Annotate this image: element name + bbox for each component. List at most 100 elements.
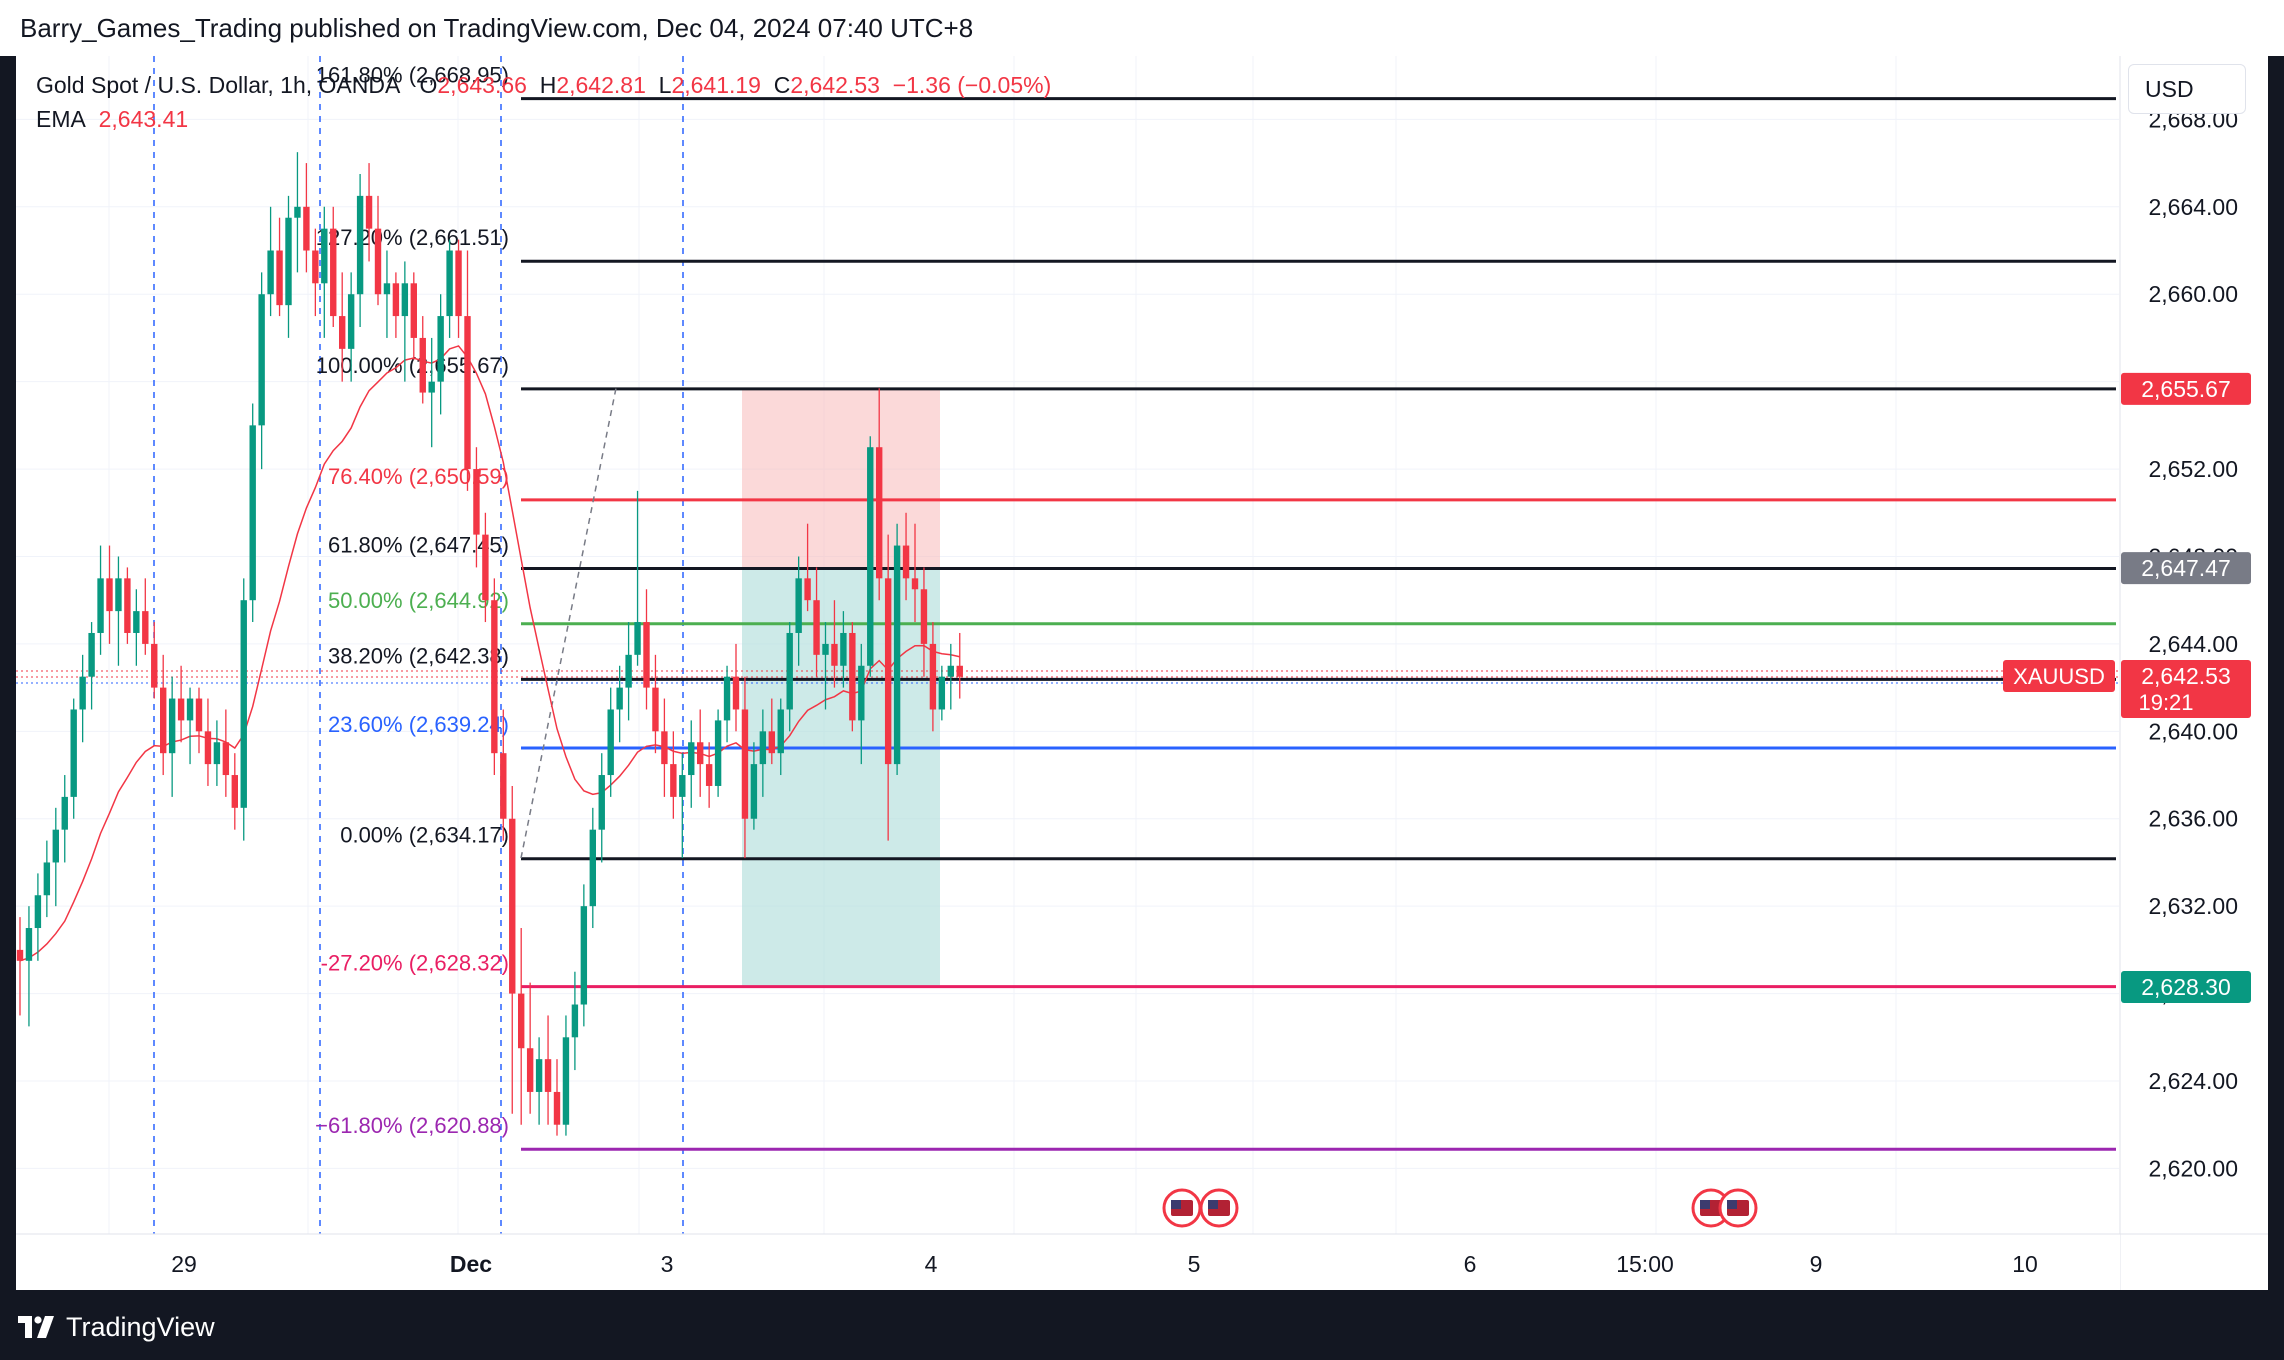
time-tick-label: Dec <box>450 1251 492 1277</box>
candle-body <box>160 687 167 754</box>
candle-body <box>285 217 292 306</box>
candle-body <box>643 622 650 688</box>
candle-body <box>70 709 77 797</box>
candle-body <box>929 643 937 710</box>
ema-legend: EMA 2,643.41 <box>36 106 188 133</box>
ema-value: 2,643.41 <box>98 106 189 132</box>
price-chart[interactable]: 161.80% (2,668.95)127.20% (2,661.51)100.… <box>16 56 2268 1290</box>
candle-body <box>867 447 874 666</box>
open-label: O <box>419 72 438 98</box>
candle-body <box>840 632 847 666</box>
candle-body <box>473 469 480 535</box>
price-tick-label: 2,660.00 <box>2148 281 2238 307</box>
candle-body <box>526 1048 534 1092</box>
candle-body <box>884 578 892 765</box>
candle-body <box>777 709 784 754</box>
candle-body <box>195 698 203 732</box>
candle-body <box>831 643 838 666</box>
candle-body <box>607 709 614 776</box>
price-tick-label: 2,644.00 <box>2148 631 2238 657</box>
candle-body <box>759 731 767 765</box>
candle-body <box>446 250 453 317</box>
candle-body <box>598 775 605 830</box>
last-price-label: 2,642.53 <box>2141 663 2231 689</box>
brand-name: TradingView <box>66 1311 215 1342</box>
us-flag-canton <box>1171 1200 1181 1209</box>
fib-level-label: 23.60% (2,639.24) <box>328 712 509 737</box>
candle-body <box>222 742 230 776</box>
stop-loss-zone <box>742 388 940 569</box>
time-tick-label: 9 <box>1810 1251 1823 1277</box>
candle-body <box>714 720 722 786</box>
fib-level-label: 61.80% (2,647.45) <box>328 533 509 558</box>
fib-level-label: 50.00% (2,644.92) <box>328 588 509 613</box>
candle-body <box>822 643 829 655</box>
price-tick-label: 2,664.00 <box>2148 194 2238 220</box>
candle-body <box>88 632 95 677</box>
candle-body <box>258 294 265 426</box>
footer: TradingView <box>0 1290 2284 1360</box>
fib-level-label: 127.20% (2,661.51) <box>316 225 509 250</box>
fib-level-label: 76.40% (2,650.59) <box>328 464 509 489</box>
currency-button[interactable]: USD <box>2128 64 2246 114</box>
candle-body <box>580 906 588 1005</box>
price-tag-label: 2,655.67 <box>2141 376 2231 402</box>
candle-body <box>616 687 623 710</box>
fib-level-label: −61.80% (2,620.88) <box>315 1113 509 1138</box>
candle-body <box>920 589 928 644</box>
candle-body <box>518 993 525 1049</box>
change-value: −1.36 (−0.05%) <box>892 72 1052 98</box>
candle-body <box>16 949 24 961</box>
candle-body <box>428 381 435 393</box>
candle-body <box>267 250 274 295</box>
candle-body <box>455 250 462 317</box>
tradingview-logo[interactable]: TradingView <box>18 1312 215 1342</box>
price-tag <box>2121 971 2251 1004</box>
price-tick-label: 2,640.00 <box>2148 718 2238 744</box>
time-tick-label: 3 <box>661 1251 674 1277</box>
fib-level-label: -27.20% (2,628.32) <box>321 951 509 976</box>
candle-body <box>795 578 802 633</box>
chart-frame[interactable]: 161.80% (2,668.95) 127.20% (2,661.51) 100.… <box>16 56 2268 1290</box>
candle-body <box>938 676 946 710</box>
time-tick-label: 29 <box>171 1251 197 1277</box>
candle-body <box>106 578 113 612</box>
candle-body <box>804 578 811 601</box>
candle-body <box>500 753 507 819</box>
price-tag-label: 2,647.47 <box>2141 555 2231 581</box>
candle-body <box>61 796 68 830</box>
last-price-tag <box>2121 660 2251 719</box>
candle-body <box>849 632 856 721</box>
candle-body <box>124 578 131 633</box>
price-tick-label: 2,652.00 <box>2148 456 2238 482</box>
candle-body <box>303 206 310 251</box>
candle-body <box>347 294 355 349</box>
candle-body <box>419 337 426 393</box>
publisher-header: Barry_Games_Trading published on Trading… <box>0 0 2284 56</box>
time-tick-label: 4 <box>925 1251 938 1277</box>
candle-body <box>893 545 901 765</box>
candle-body <box>115 578 122 612</box>
candle-body <box>956 665 963 677</box>
candle-body <box>589 829 596 907</box>
close-label: C <box>773 72 791 98</box>
candle-body <box>383 283 391 295</box>
candle-body <box>670 764 677 797</box>
candle-body <box>750 764 758 819</box>
candle-body <box>571 1004 579 1038</box>
us-flag-canton <box>1208 1200 1218 1209</box>
candle-body <box>911 578 919 590</box>
candle-body <box>231 775 238 808</box>
candle-body <box>177 698 185 721</box>
candle-body <box>652 687 659 732</box>
candle-body <box>321 228 328 284</box>
candle-body <box>902 545 910 579</box>
candle-body <box>482 534 489 601</box>
candle-body <box>330 228 337 317</box>
candle-body <box>186 698 194 721</box>
time-tick-label: 6 <box>1464 1251 1477 1277</box>
fib-level-label: 161.80% (2,668.95) <box>316 63 509 88</box>
candle-body <box>661 731 668 765</box>
open-value: 2,643.66 <box>437 72 527 98</box>
price-tick-label: 2,636.00 <box>2148 806 2238 832</box>
